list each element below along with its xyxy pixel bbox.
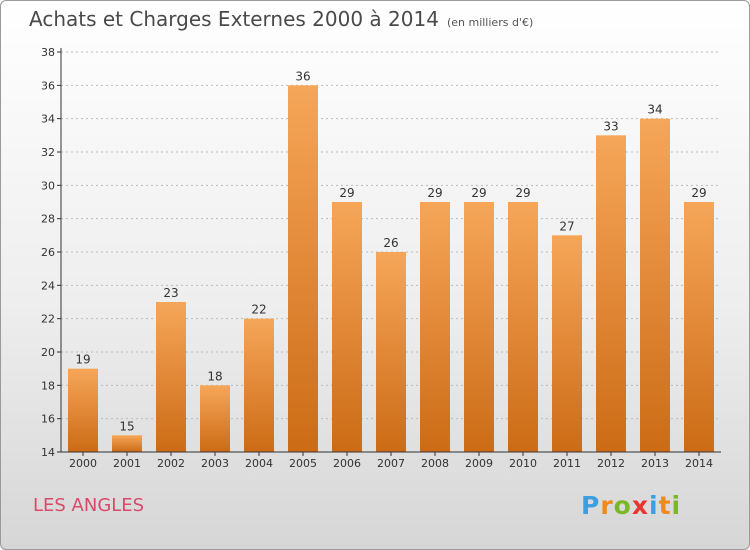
bar-2003 (200, 385, 230, 452)
bar-2000 (68, 368, 98, 452)
data-label-2007: 26 (383, 236, 398, 250)
x-tick-label-2003: 2003 (201, 457, 229, 470)
x-tick-label-2010: 2010 (509, 457, 537, 470)
data-label-2001: 15 (119, 419, 134, 433)
logo-letter: i (649, 491, 659, 520)
x-tick-label-2001: 2001 (113, 457, 141, 470)
x-tick-label-2007: 2007 (377, 457, 405, 470)
data-label-2006: 29 (339, 186, 354, 200)
y-tick-label: 32 (41, 146, 55, 159)
data-label-2004: 22 (251, 303, 266, 317)
logo-letter: x (631, 491, 649, 520)
y-tick-label: 14 (41, 446, 55, 459)
logo-letter: P (581, 491, 601, 520)
y-tick-label: 22 (41, 313, 55, 326)
bar-2005 (288, 85, 318, 452)
y-tick-label: 38 (41, 46, 55, 59)
y-tick-label: 24 (41, 279, 55, 292)
y-tick-label: 26 (41, 246, 55, 259)
bar-2014 (684, 202, 714, 452)
logo-letter: t (658, 491, 672, 520)
x-tick-label-2000: 2000 (69, 457, 97, 470)
location-label: LES ANGLES (33, 495, 145, 516)
y-tick-label: 34 (41, 113, 55, 126)
x-tick-label-2012: 2012 (597, 457, 625, 470)
y-tick-label: 36 (41, 79, 55, 92)
y-tick-label: 30 (41, 179, 55, 192)
data-label-2003: 18 (207, 369, 222, 383)
y-tick-label: 28 (41, 213, 55, 226)
x-tick-label-2013: 2013 (641, 457, 669, 470)
data-label-2002: 23 (163, 286, 178, 300)
bar-2012 (596, 135, 626, 453)
data-label-2005: 36 (295, 69, 310, 83)
logo-letter: i (671, 491, 682, 520)
x-tick-label-2006: 2006 (333, 457, 361, 470)
bars (68, 85, 714, 453)
axes (57, 48, 721, 456)
y-tick-label: 16 (41, 413, 55, 426)
data-label-2014: 29 (691, 186, 706, 200)
bar-2002 (156, 302, 186, 452)
y-tick-label: 18 (41, 379, 55, 392)
x-tick-label-2004: 2004 (245, 457, 273, 470)
bar-2006 (332, 202, 362, 452)
chart-subtitle: (en milliers d'€) (446, 16, 534, 29)
bar-2013 (640, 118, 670, 453)
bar-2007 (376, 252, 406, 452)
labels: 14 16 18 20 22 24 26 28 30 32 34 36 38 19 2000 15 2001 23… (41, 46, 713, 470)
chart-title: Achats et Charges Externes 2000 à 2014 (e… (29, 7, 533, 31)
bar-2011 (552, 235, 582, 452)
x-tick-label-2014: 2014 (685, 457, 713, 470)
x-tick-label-2005: 2005 (289, 457, 317, 470)
chart-title-text: Achats et Charges Externes 2000 à 2014 (29, 7, 439, 31)
proxiti-logo: Proxiti (581, 491, 681, 520)
bar-2008 (420, 202, 450, 452)
logo-letter: r (600, 491, 614, 520)
bar-2010 (508, 202, 538, 452)
data-label-2009: 29 (471, 186, 486, 200)
bar-2004 (244, 318, 274, 452)
bar-2009 (464, 202, 494, 452)
x-tick-label-2011: 2011 (553, 457, 581, 470)
logo-letter: o (613, 491, 632, 520)
data-label-2012: 33 (603, 119, 618, 133)
data-label-2008: 29 (427, 186, 442, 200)
y-tick-label: 20 (41, 346, 55, 359)
x-tick-label-2002: 2002 (157, 457, 185, 470)
bar-2001 (112, 435, 142, 452)
data-label-2011: 27 (559, 219, 574, 233)
x-tick-label-2009: 2009 (465, 457, 493, 470)
data-label-2000: 19 (75, 353, 90, 367)
data-label-2010: 29 (515, 186, 530, 200)
data-label-2013: 34 (647, 103, 662, 117)
x-tick-label-2008: 2008 (421, 457, 449, 470)
